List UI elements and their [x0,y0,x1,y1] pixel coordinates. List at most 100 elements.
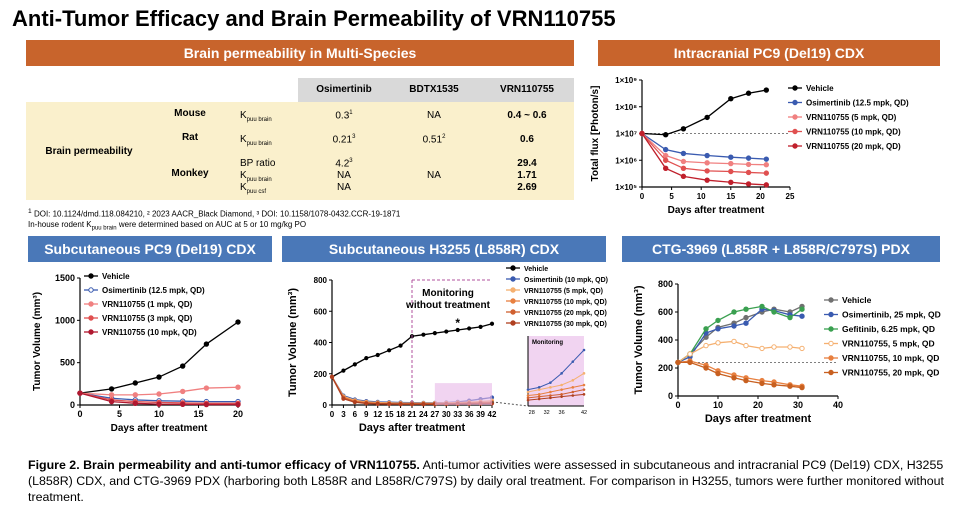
series-line [641,89,767,136]
data-point [787,344,793,350]
chart-title-intracranial: Intracranial PC9 (Del19) CDX [598,40,940,66]
series-line [641,133,767,174]
y-tick-label: 0 [668,391,673,401]
data-point [364,401,369,406]
data-point [680,158,687,165]
legend-marker [792,128,798,135]
data-point [132,392,139,398]
y-axis-label: Tumor Volume (mm³) [633,285,645,394]
table-cell: 0.31 [335,110,353,122]
x-tick-label: 20 [753,400,763,410]
table-cell: NA [337,170,351,181]
series-line [677,305,803,363]
y-tick-label: 800 [314,276,328,285]
table-cell: 0.4 ~ 0.6 [507,110,547,121]
data-point [745,169,752,176]
legend-marker [510,287,516,293]
table-cell: 0.213 [332,134,356,146]
x-tick-label: 3 [341,410,346,419]
legend-marker [792,143,798,149]
chart-title-sc-h3255: Subcutaneous H3255 (L858R) CDX [282,236,606,262]
data-point [156,391,162,397]
legend-label: VRN110755 (3 mpk, QD) [102,314,193,323]
legend-label: VRN110755 (20 mpk, QD) [524,310,607,317]
data-point [662,157,669,163]
table-cell: 0.6 [520,134,534,145]
param-label: Kpuu brain [240,170,272,183]
y-tick-label: 1×10⁵ [615,183,637,192]
inset-point [537,393,541,396]
legend-label: Vehicle [806,84,834,93]
inset-point [560,372,563,375]
inset-point [537,395,541,398]
y-tick-label: 200 [658,363,673,373]
col-bdtx1535: BDTX1535 [409,84,459,95]
legend-marker [88,287,94,293]
legend-label: VRN110755, 5 mpk, QD [842,339,935,349]
data-point [387,401,392,407]
y-axis-label: Tumor Volume (mm³) [32,292,43,391]
y-tick-label: 600 [314,307,328,316]
data-point [704,160,710,166]
legend-marker [88,315,94,321]
inset-point [571,390,575,394]
inset-point [582,372,586,375]
series-line [677,340,803,363]
y-axis-label: Total flux [Photon/s] [590,86,601,182]
legend-label: VRN110755 (10 mpk, QD) [102,328,197,337]
data-point [703,326,709,332]
legend-label: VRN110755, 10 mpk, QD [842,353,939,363]
data-point [156,374,162,380]
data-point [763,87,770,93]
data-point [203,401,210,408]
data-point [743,314,749,321]
inset-point [582,348,586,352]
data-point [763,170,770,176]
data-point [132,400,139,407]
data-point [662,152,669,159]
x-tick-label: 21 [408,410,417,419]
x-tick-label: 20 [233,409,243,419]
legend-marker [88,273,94,279]
inset-point [526,388,530,391]
x-axis-label: Days after treatment [705,413,812,425]
x-axis-label: Days after treatment [668,205,765,216]
data-point [731,309,737,315]
row-group-label: Brain permeability [45,146,133,157]
y-tick-label: 0 [323,401,328,410]
data-point [687,351,693,357]
inset-series-line [527,372,585,393]
x-axis-label: Days after treatment [359,422,466,434]
legend-marker [510,309,516,315]
data-point [787,383,793,389]
species-label: Mouse [174,108,206,119]
data-point [745,161,752,168]
x-tick-label: 39 [476,410,485,419]
data-point [156,401,162,407]
inset-point [526,390,530,394]
legend-marker [828,297,834,303]
x-tick-label: 15 [385,410,394,419]
data-point [235,401,241,408]
data-point [108,386,115,392]
inset-connector [491,401,529,407]
inset-point [549,390,552,394]
inset-point [582,388,586,391]
y-tick-label: 800 [658,279,673,289]
data-point [329,374,335,379]
param-label: Kpuu brain [240,110,272,123]
data-point [763,156,770,162]
series-line [677,360,803,387]
data-point [763,182,770,188]
inset-point [582,393,586,396]
data-point [421,402,426,407]
data-point [662,165,669,172]
data-point [680,150,687,157]
data-point [375,401,380,407]
y-tick-label: 1×10⁹ [615,76,637,85]
legend-marker [88,301,94,307]
data-point [421,332,426,337]
data-point [771,344,777,350]
data-point [728,179,734,185]
inset-point [560,383,563,387]
